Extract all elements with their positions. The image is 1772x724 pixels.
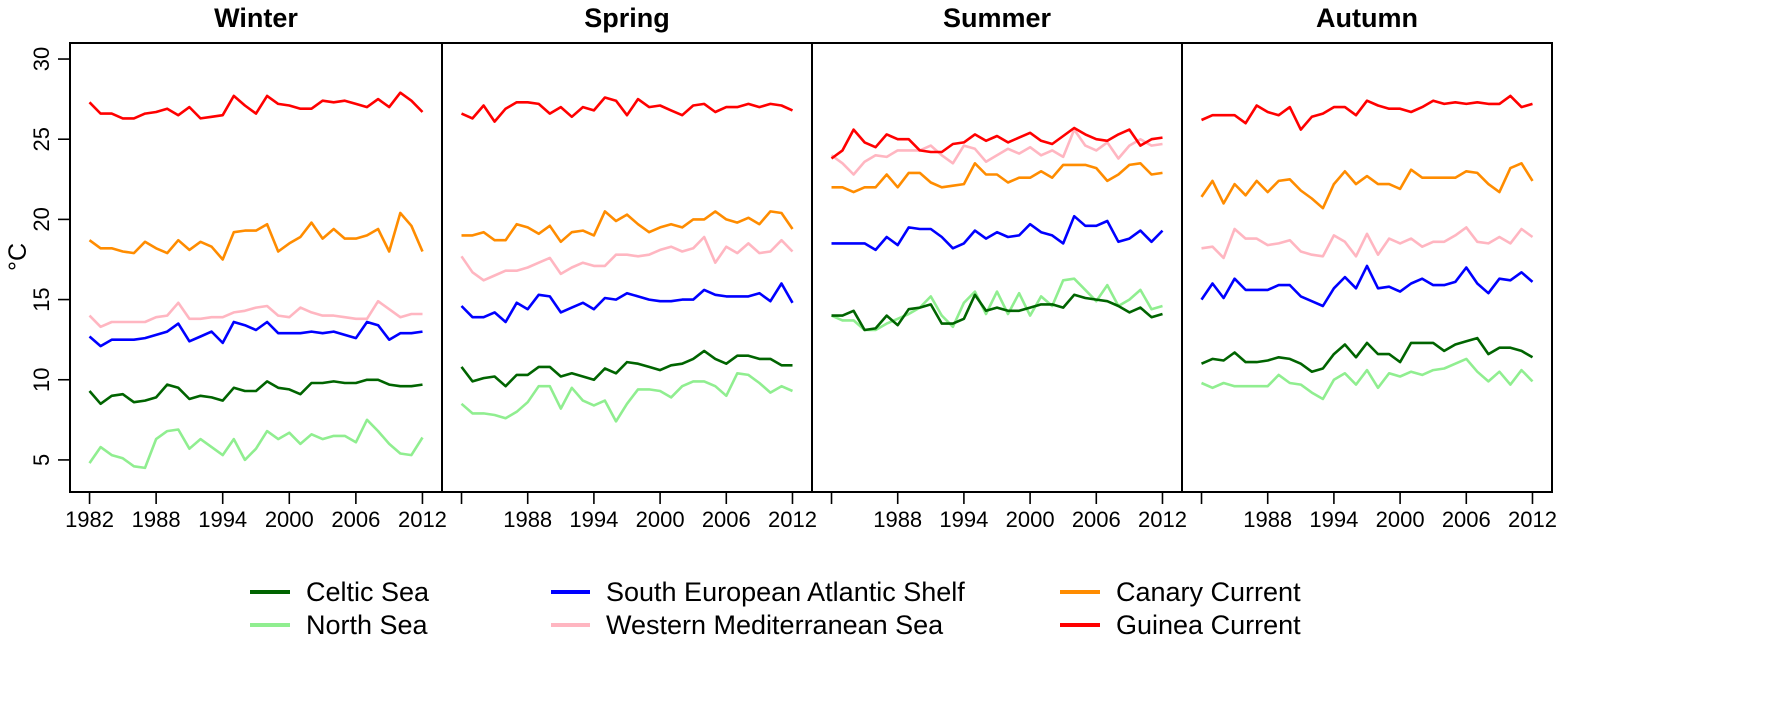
series-line-canary [1200, 162, 1534, 210]
y-tick-label: 25 [29, 127, 54, 151]
x-tick-label: 2012 [398, 507, 447, 532]
panel-title: Summer [943, 3, 1052, 33]
legend-item-celtic: Celtic Sea [250, 577, 430, 607]
series-line-guinea [830, 126, 1163, 160]
series-line-celtic [88, 378, 423, 406]
series-line-canary [88, 211, 424, 261]
y-tick-label: 30 [29, 47, 54, 71]
legend-item-north: North Sea [250, 610, 429, 640]
series-line-celtic [831, 293, 1163, 332]
series-line-canary [831, 162, 1163, 194]
x-tick-label: 2006 [702, 507, 751, 532]
legend-item-sea: South European Atlantic Shelf [551, 577, 965, 607]
legend-label: North Sea [306, 610, 429, 640]
x-tick-label: 2000 [1376, 507, 1425, 532]
series-line-north [88, 418, 424, 470]
series-line-north [1200, 357, 1534, 401]
panel-frame [811, 42, 1183, 493]
x-tick-label: 1988 [503, 507, 552, 532]
x-tick-label: 2000 [636, 507, 685, 532]
series-line-wmed [1201, 226, 1534, 260]
series-line-canary [461, 210, 794, 244]
x-tick-label: 2012 [768, 507, 817, 532]
legend-item-guinea: Guinea Current [1060, 610, 1301, 640]
series-line-guinea [460, 96, 794, 123]
legend-item-canary: Canary Current [1060, 577, 1301, 607]
series-line-sea [1200, 264, 1534, 308]
x-tick-label: 2000 [1006, 507, 1055, 532]
panel-winter: Winter 1982 1988 1994 2000 2006 2012 [65, 3, 447, 532]
x-tick-label: 1994 [569, 507, 618, 532]
x-tick-label: 1994 [1309, 507, 1358, 532]
panel-spring: Spring 1988 1994 2000 2006 2012 [441, 3, 817, 532]
x-tick-label: 2012 [1508, 507, 1557, 532]
x-tick-label: 1988 [132, 507, 181, 532]
y-tick-label: 10 [29, 368, 54, 392]
y-tick-label: 15 [29, 287, 54, 311]
y-tick-label: 20 [29, 207, 54, 231]
panel-title: Spring [584, 3, 670, 33]
series-line-sea [88, 320, 423, 348]
legend-label: South European Atlantic Shelf [606, 577, 965, 607]
series-line-celtic [1200, 336, 1534, 374]
series-line-wmed [460, 235, 794, 282]
legend-label: Western Mediterranean Sea [606, 610, 944, 640]
x-tick-label: 1988 [873, 507, 922, 532]
legend-item-wmed: Western Mediterranean Sea [551, 610, 944, 640]
series-line-guinea [1200, 94, 1533, 131]
panel-frame [441, 42, 813, 493]
x-tick-label: 1994 [198, 507, 247, 532]
x-tick-label: 1982 [65, 507, 114, 532]
series-line-sea [460, 282, 794, 324]
x-tick-label: 1994 [939, 507, 988, 532]
series-line-north [460, 371, 794, 423]
y-tick-label: 5 [29, 454, 54, 466]
series-line-north [830, 277, 1163, 332]
x-tick-label: 2012 [1138, 507, 1187, 532]
legend-label: Celtic Sea [306, 577, 430, 607]
panel-autumn: Autumn 1988 1994 2000 2006 2012 [1181, 3, 1557, 532]
panel-title: Autumn [1316, 3, 1418, 33]
series-line-guinea [88, 91, 424, 120]
x-tick-label: 1988 [1243, 507, 1292, 532]
y-axis-title: °C [4, 243, 32, 271]
series-line-celtic [460, 349, 793, 388]
x-tick-label: 2006 [1442, 507, 1491, 532]
panel-frame [69, 42, 443, 493]
series-line-sea [831, 214, 1164, 252]
x-tick-label: 2006 [331, 507, 380, 532]
legend-label: Canary Current [1116, 577, 1301, 607]
x-tick-label: 2000 [265, 507, 314, 532]
legend-label: Guinea Current [1116, 610, 1301, 640]
series-line-wmed [88, 299, 423, 329]
panel-summer: Summer 1988 1994 2000 2006 2012 [811, 3, 1187, 532]
x-tick-label: 2006 [1072, 507, 1121, 532]
plot-area: 5 10 15 20 25 30 Winter 1982 1988 1994 2000 2006 201… [29, 3, 1557, 532]
series-line-wmed [830, 128, 1163, 176]
panel-title: Winter [214, 3, 298, 33]
